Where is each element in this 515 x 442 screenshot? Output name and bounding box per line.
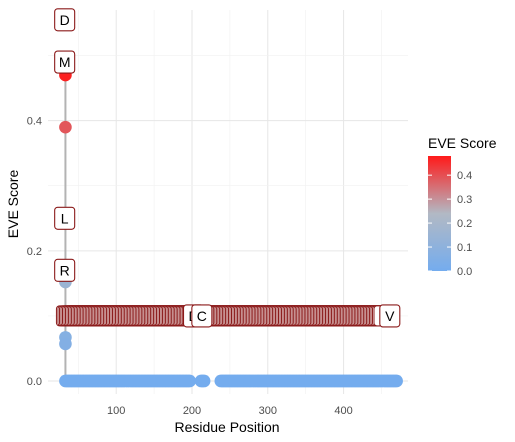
legend-ticks: 0.0 0.1 0.2 0.3 0.4: [428, 170, 472, 278]
baseline-point: [390, 374, 403, 388]
x-axis-title: Residue Position: [174, 419, 279, 435]
baseline-points: [59, 374, 403, 388]
label-box: [54, 50, 76, 74]
residue-label: L: [61, 210, 69, 226]
y-tick-label: 0.2: [27, 246, 42, 258]
residue-label: C: [197, 308, 207, 324]
baseline-point: [183, 374, 197, 388]
legend-tick-label: 0.1: [457, 242, 472, 254]
label-box: [54, 206, 76, 230]
y-tick-label: 0.0: [27, 376, 42, 388]
color-legend: EVE Score 0.0 0.1 0.2 0.3 0.4: [428, 135, 497, 278]
label-box: [379, 304, 401, 328]
residue-labels: DMLRDCV: [54, 8, 401, 328]
data-point: [59, 120, 72, 134]
x-axis-ticks: 100 200 300 400: [107, 405, 353, 417]
legend-colorbar: [428, 156, 451, 271]
y-axis-ticks: 0.0 0.2 0.4: [27, 116, 42, 388]
label-band: [55, 305, 393, 327]
baseline-point: [197, 374, 211, 388]
data-point: [59, 337, 72, 351]
residue-label: R: [60, 262, 70, 278]
legend-tick-label: 0.0: [457, 266, 472, 278]
residue-label: D: [60, 12, 70, 28]
legend-tick-label: 0.4: [457, 170, 472, 182]
y-axis-title: EVE Score: [5, 170, 21, 239]
y-tick-label: 0.4: [27, 116, 42, 128]
label-box: [191, 304, 213, 328]
label-box: [54, 258, 76, 282]
x-tick-label: 100: [107, 405, 125, 417]
x-tick-label: 200: [183, 405, 201, 417]
x-tick-label: 400: [334, 405, 352, 417]
plot-grid: [48, 10, 408, 394]
legend-title: EVE Score: [428, 135, 497, 151]
legend-tick-label: 0.3: [457, 194, 472, 206]
residue-label: V: [385, 308, 395, 324]
legend-tick-label: 0.2: [457, 218, 472, 230]
residue-label: M: [59, 54, 71, 70]
label-box: [54, 8, 76, 32]
x-tick-label: 300: [259, 405, 277, 417]
